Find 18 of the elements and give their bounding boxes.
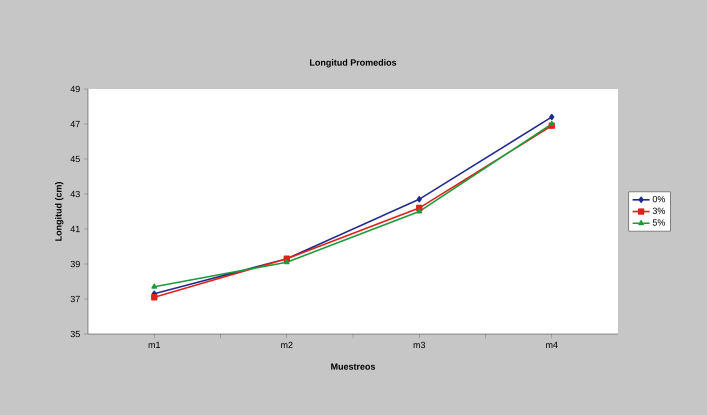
x-tick-label: m4 (546, 342, 558, 348)
y-axis-title: Longitud (cm) (55, 182, 64, 241)
y-tick-label: 45 (70, 156, 80, 162)
y-tick-label: 39 (70, 260, 80, 268)
x-tick-label: m2 (281, 342, 293, 348)
y-tick-label: 41 (70, 226, 80, 232)
x-tick-label: m3 (414, 342, 426, 348)
y-tick-label: 43 (70, 190, 80, 198)
legend-label: 5% (652, 219, 666, 226)
legend-label: 3% (652, 208, 666, 214)
chart-title: Longitud Promedios (310, 59, 396, 68)
y-tick-label: 47 (70, 120, 80, 128)
legend-label: 0% (652, 196, 666, 202)
y-tick-label: 35 (70, 330, 80, 338)
y-tick-label: 37 (70, 296, 80, 302)
x-axis-title: Muestreos (331, 363, 376, 370)
x-tick-label: m1 (148, 342, 160, 348)
y-tick-label: 49 (70, 86, 80, 92)
